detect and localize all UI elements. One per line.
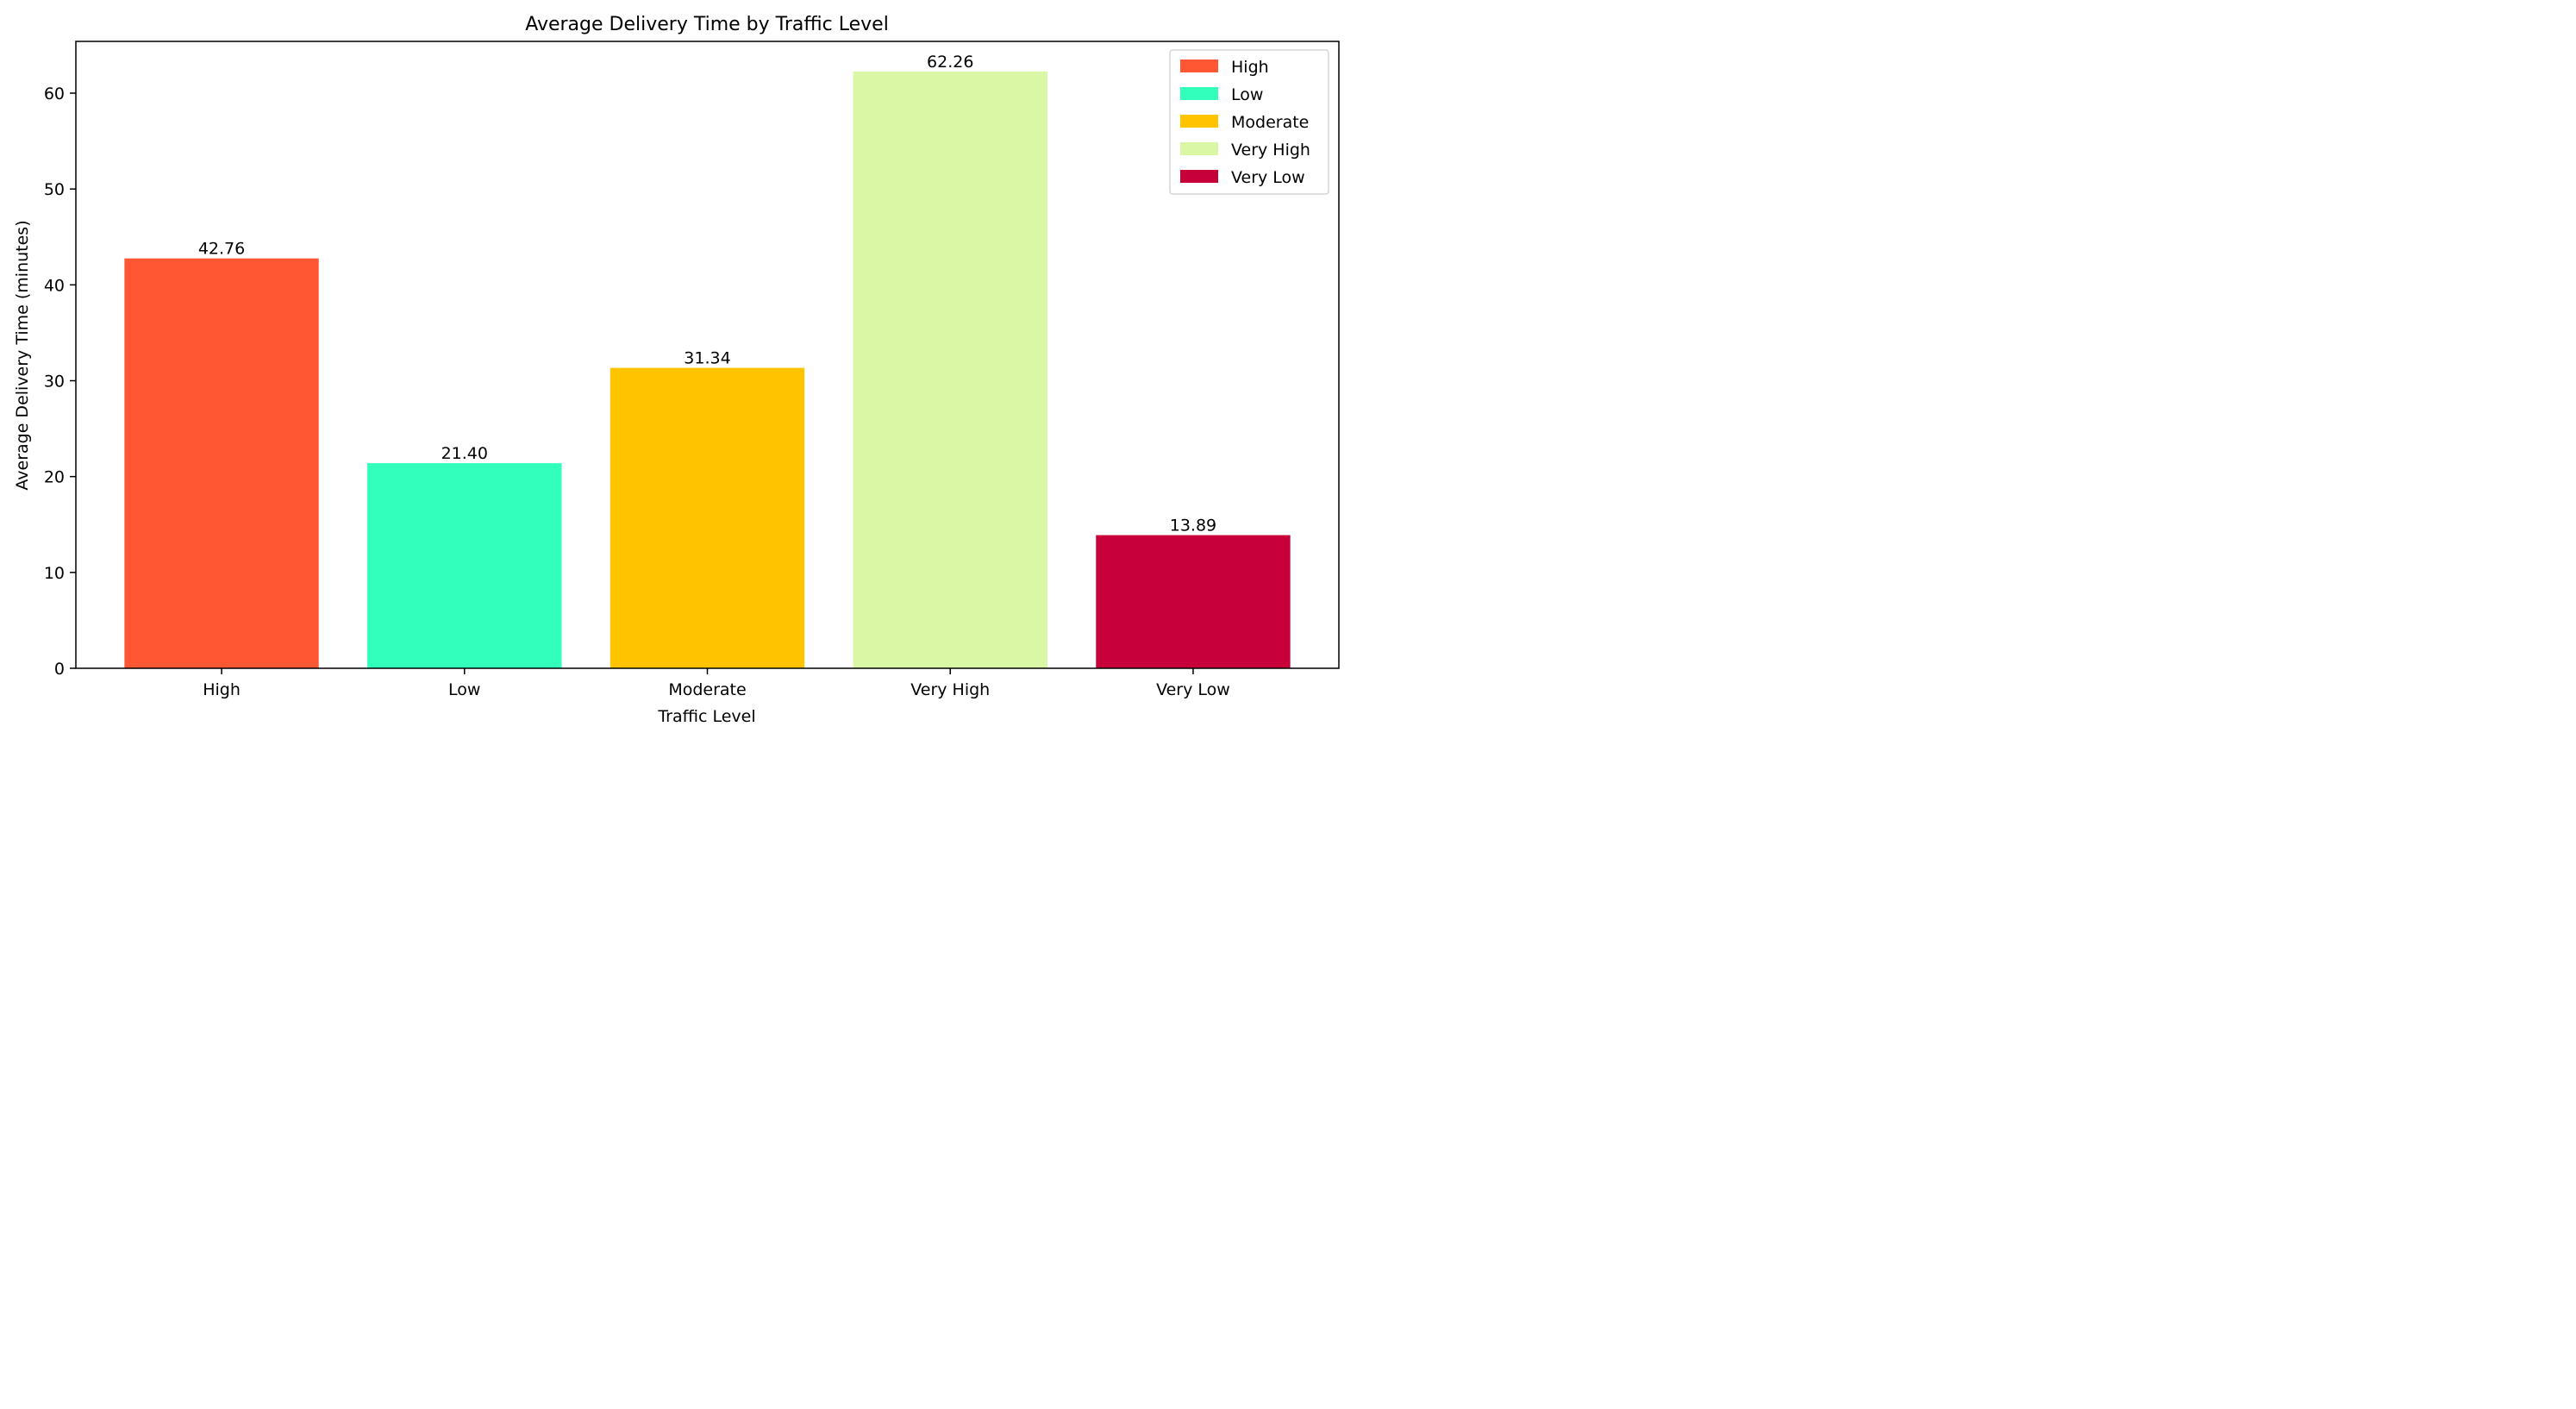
legend-swatch-4	[1180, 170, 1218, 183]
bar-value-label-1: 21.40	[441, 444, 488, 463]
chart-figure: Average Delivery Time by Traffic Level 4…	[0, 0, 1352, 740]
bar-value-label-2: 31.34	[684, 349, 730, 368]
bar-chart: Average Delivery Time by Traffic Level 4…	[13, 14, 1340, 726]
x-tick-label-4: Very Low	[1156, 680, 1230, 699]
y-tick-label-2: 20	[44, 468, 65, 487]
x-tick-label-3: Very High	[910, 680, 990, 699]
legend-label-2: Moderate	[1231, 113, 1309, 132]
legend-label-3: Very High	[1231, 141, 1310, 160]
chart-title: Average Delivery Time by Traffic Level	[525, 14, 889, 35]
bar-4	[1096, 535, 1291, 668]
y-tick-label-6: 60	[44, 85, 65, 103]
legend: High Low Moderate Very High Very Low	[1169, 49, 1329, 195]
legend-label-1: Low	[1231, 85, 1263, 104]
legend-label-0: High	[1231, 58, 1269, 77]
y-tick-label-0: 0	[54, 660, 65, 679]
x-axis: High Low Moderate Very High Very Low	[203, 668, 1230, 699]
plot-frame	[75, 41, 1340, 669]
y-tick-label-3: 30	[44, 373, 65, 391]
bar-1	[367, 463, 562, 668]
x-tick-label-0: High	[203, 680, 241, 699]
bar-value-label-4: 13.89	[1170, 517, 1216, 535]
legend-swatch-2	[1180, 115, 1218, 128]
y-axis-label: Average Delivery Time (minutes)	[13, 220, 32, 490]
bars-layer	[124, 71, 1291, 668]
legend-swatch-3	[1180, 142, 1218, 155]
bar-0	[124, 258, 319, 668]
y-tick-label-4: 40	[44, 276, 65, 295]
legend-swatch-1	[1180, 87, 1218, 100]
bar-value-label-3: 62.26	[927, 53, 973, 72]
legend-swatch-0	[1180, 59, 1218, 72]
y-tick-label-1: 10	[44, 564, 65, 583]
value-labels-layer: 42.76 21.40 31.34 62.26 13.89	[198, 53, 1216, 535]
bar-2	[610, 367, 805, 668]
legend-label-4: Very Low	[1231, 168, 1305, 187]
x-tick-label-1: Low	[448, 680, 480, 699]
x-axis-label: Traffic Level	[657, 707, 755, 726]
bar-value-label-0: 42.76	[198, 240, 245, 259]
y-tick-label-5: 50	[44, 180, 65, 199]
bar-3	[853, 71, 1047, 668]
x-tick-label-2: Moderate	[668, 680, 746, 699]
legend-box	[1169, 49, 1329, 195]
y-axis: 0 10 20 30 40 50 60	[44, 85, 76, 679]
